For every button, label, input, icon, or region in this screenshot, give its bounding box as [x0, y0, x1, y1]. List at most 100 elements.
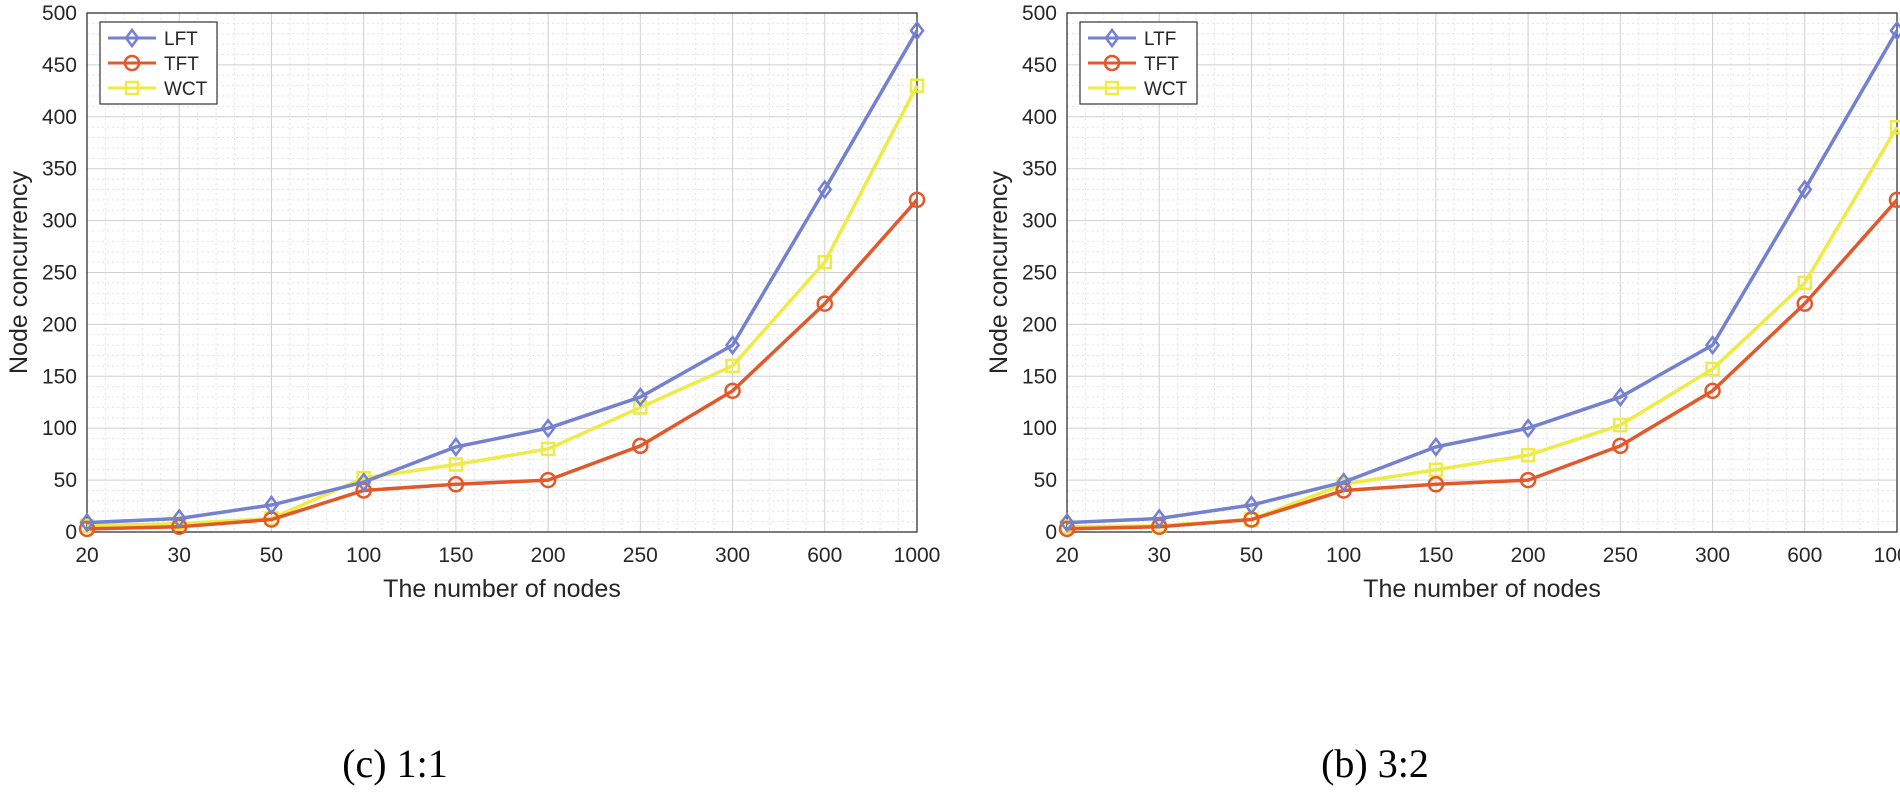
series-line-wct — [1066, 126, 1899, 529]
series-tft — [78, 191, 926, 538]
y-tick-label: 250 — [1022, 262, 1057, 285]
data-point-wct — [1797, 275, 1813, 291]
legend: LFT TFT WCT — [99, 21, 218, 105]
series-line-tft — [1066, 198, 1899, 531]
data-point-ltf — [1612, 386, 1628, 408]
x-tick-label: 50 — [1240, 544, 1263, 567]
data-point-ltf — [1797, 179, 1813, 200]
y-tick-label: 300 — [42, 210, 77, 233]
plot-frame — [1066, 12, 1898, 533]
data-point-wct — [1613, 417, 1628, 433]
legend-label: WCT — [164, 79, 208, 100]
line-chart-left: 0 50 100 150 200 250 300 350 400 450 500 20 30 50 100 1… — [5, 2, 941, 603]
y-tick-label: 150 — [42, 365, 77, 388]
data-point-tft — [1519, 471, 1537, 489]
data-point-lft — [540, 418, 556, 439]
y-tick-label: 0 — [65, 521, 77, 544]
y-tick-label: 450 — [1022, 54, 1057, 77]
x-tick-label: 250 — [623, 544, 658, 567]
chart-panel-left: 0 50 100 150 200 250 300 350 400 450 500 20 30 50 100 1… — [5, 2, 941, 786]
data-point-tft — [1704, 382, 1721, 400]
legend-label: LFT — [164, 29, 198, 50]
line-chart-right: 0 50 100 150 200 250 300 350 400 450 500 20 30 50 100 1… — [985, 2, 1900, 603]
data-point-tft — [816, 295, 834, 312]
legend-swatch-marker — [1104, 80, 1120, 96]
x-tick-label: 150 — [1418, 544, 1453, 567]
x-tick-label: 300 — [1695, 544, 1730, 567]
legend-label: WCT — [1144, 79, 1188, 100]
legend-label: TFT — [1144, 54, 1179, 75]
data-point-tft — [1612, 437, 1629, 455]
plot-frame — [86, 12, 918, 533]
y-tick-label: 100 — [1022, 417, 1057, 440]
legend: LTF TFT WCT — [1079, 21, 1198, 105]
x-tick-label: 100 — [346, 544, 381, 567]
x-tick-label: 1000 — [894, 544, 941, 567]
x-tick-label: 600 — [1787, 544, 1822, 567]
data-point-ltf — [1151, 508, 1167, 529]
y-tick-label: 200 — [1022, 313, 1057, 336]
data-point-ltf — [1889, 20, 1900, 41]
data-point-tft — [539, 471, 557, 489]
y-tick-label: 200 — [42, 313, 77, 336]
y-tick-label: 300 — [1022, 210, 1057, 233]
data-point-tft — [447, 476, 465, 493]
series-ltf — [1059, 20, 1900, 533]
major-grid — [1066, 12, 1898, 533]
data-point-lft — [79, 512, 95, 533]
data-point-ltf — [1520, 418, 1536, 439]
chart-panel-right: 0 50 100 150 200 250 300 350 400 450 500 20 30 50 100 1… — [980, 0, 1900, 799]
y-tick-label: 100 — [42, 417, 77, 440]
x-axis-label: The number of nodes — [1363, 575, 1601, 603]
legend-swatch-marker — [1104, 27, 1120, 49]
y-axis-label: Node concurrency — [5, 171, 33, 374]
x-tick-label: 1000 — [1874, 544, 1900, 567]
data-point-lft — [171, 508, 187, 529]
data-point-lft — [817, 179, 833, 200]
legend-label: LTF — [1144, 29, 1176, 50]
data-point-tft — [1796, 295, 1814, 312]
chart-caption-right: (b) 3:2 — [1321, 741, 1429, 786]
data-point-ltf — [1243, 494, 1260, 516]
legend-swatch-marker — [124, 80, 140, 96]
data-point-tft — [1427, 476, 1445, 493]
data-point-ltf — [1336, 472, 1352, 493]
data-point-ltf — [1704, 335, 1721, 356]
data-point-tft — [1888, 191, 1900, 209]
series-lft — [79, 20, 925, 533]
data-point-wct — [909, 78, 925, 93]
x-tick-label: 100 — [1326, 544, 1361, 567]
x-tick-label: 50 — [260, 544, 283, 567]
x-tick-label: 600 — [807, 544, 842, 567]
minor-grid — [1067, 13, 1897, 532]
y-tick-label: 0 — [1045, 521, 1057, 544]
data-point-ltf — [1059, 512, 1075, 533]
chart-caption-left: (c) 1:1 — [342, 741, 448, 786]
x-axis-label: The number of nodes — [383, 575, 621, 603]
data-point-wct — [817, 254, 833, 270]
data-point-lft — [632, 386, 648, 408]
legend-swatch-marker — [1103, 54, 1121, 72]
data-point-tft — [724, 382, 741, 400]
series-line-lft — [86, 29, 919, 525]
x-tick-label: 300 — [715, 544, 750, 567]
series-line-wct — [86, 84, 919, 528]
data-point-tft — [908, 191, 926, 209]
data-point-lft — [909, 20, 925, 41]
series-wct — [1059, 119, 1900, 535]
x-tick-label: 200 — [531, 544, 566, 567]
x-tick-label: 150 — [438, 544, 473, 567]
data-point-wct — [448, 457, 464, 472]
data-point-lft — [356, 472, 372, 493]
series-line-ltf — [1066, 29, 1899, 525]
series-line-tft — [86, 198, 919, 531]
legend-swatch-marker — [123, 54, 141, 72]
data-point-wct — [725, 358, 740, 374]
data-point-wct — [1705, 361, 1720, 377]
legend-swatch-marker — [124, 27, 140, 49]
x-tick-label: 20 — [1055, 544, 1078, 567]
y-tick-label: 500 — [42, 2, 77, 25]
data-point-lft — [448, 436, 464, 457]
y-axis-label: Node concurrency — [985, 171, 1013, 374]
data-point-ltf — [1428, 436, 1444, 457]
